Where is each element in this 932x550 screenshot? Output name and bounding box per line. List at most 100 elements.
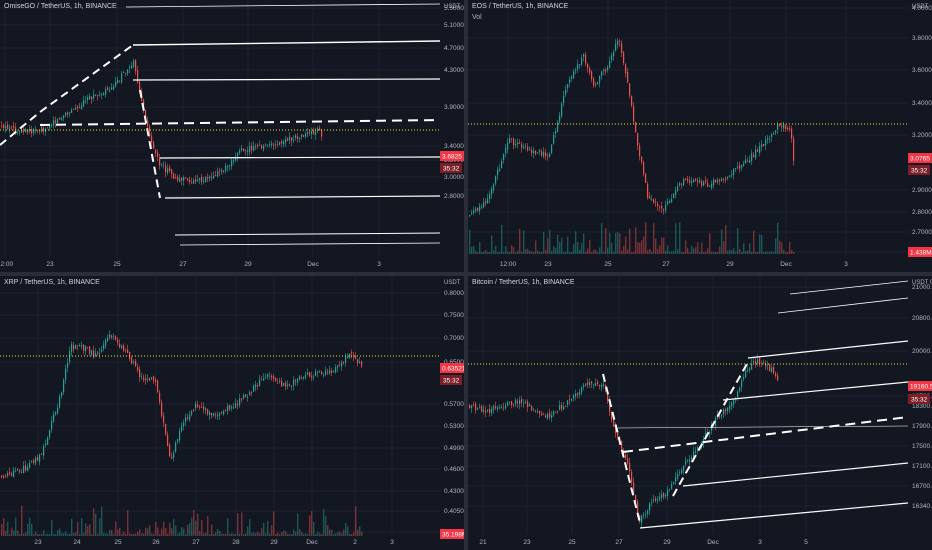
trend-line[interactable] (159, 156, 441, 159)
volume-bar (585, 251, 587, 254)
candle-body (225, 166, 227, 171)
candle-body (473, 404, 475, 406)
candle-body (607, 66, 609, 70)
candle-body (285, 139, 287, 143)
candle-body (311, 376, 313, 378)
x-tick-label: 3 (390, 539, 394, 546)
candle-body (735, 168, 737, 170)
y-tick-label: 2.9000 (912, 187, 932, 194)
candle-body (511, 138, 513, 140)
trend-line[interactable] (672, 361, 749, 497)
volume-bar (27, 523, 29, 536)
volume-bar (39, 533, 41, 536)
trend-line[interactable] (179, 242, 441, 246)
volume-bar (349, 533, 351, 536)
trend-line[interactable] (747, 340, 909, 359)
volume-bar (91, 533, 93, 536)
y-tick-label: 20800.00 (912, 315, 932, 322)
trend-line[interactable] (125, 3, 441, 8)
volume-bar (777, 222, 779, 254)
volume-bar (773, 251, 775, 254)
y-tick-label: 18300.00 (912, 403, 932, 410)
trend-line[interactable] (132, 40, 441, 46)
candle-body (317, 128, 319, 132)
trend-line[interactable] (622, 416, 909, 453)
candle-body (687, 178, 689, 181)
candle-body (247, 396, 249, 398)
trend-line[interactable] (639, 502, 909, 529)
candle-body (695, 178, 697, 181)
price-axis[interactable] (908, 0, 932, 272)
chart-panel-eos[interactable]: USDT 3.8000 3.6000 3.4000 3.2000 2.9000 2.8000… (468, 0, 932, 272)
trend-line[interactable] (0, 44, 134, 146)
volume-bar (719, 246, 721, 254)
chart-panel-btc[interactable]: USDT 021000.0020800.0020000.0018700.0018… (468, 276, 932, 550)
volume-bar (789, 242, 791, 254)
volume-bar (113, 533, 115, 536)
volume-bar (263, 522, 265, 536)
candle-body (667, 489, 669, 497)
volume-bar (573, 243, 575, 254)
candle-body (675, 190, 677, 195)
volume-bar (479, 242, 481, 254)
candle-body (223, 411, 225, 415)
volume-bar (159, 533, 161, 536)
trend-line[interactable] (777, 297, 909, 314)
candle-body (37, 130, 39, 132)
volume-indicator-label[interactable]: Vol (472, 14, 482, 21)
candle-body (727, 407, 729, 412)
volume-bar (767, 251, 769, 254)
volume-bar (689, 251, 691, 254)
trend-line[interactable] (682, 462, 909, 487)
candle-body (303, 135, 305, 137)
price-axis[interactable] (440, 276, 464, 550)
candle-body (187, 178, 189, 181)
trend-line[interactable] (132, 78, 441, 81)
price-axis[interactable] (908, 276, 932, 550)
candle-body (603, 69, 605, 72)
volume-bar (537, 250, 539, 254)
trend-line[interactable] (39, 119, 441, 126)
candle-body (31, 460, 33, 462)
volume-bar (53, 533, 55, 536)
candle-body (11, 473, 13, 476)
candle-body (649, 503, 651, 511)
trend-line[interactable] (139, 89, 161, 199)
volume-bar (281, 532, 283, 536)
price-axis[interactable] (440, 0, 464, 272)
trend-line[interactable] (617, 425, 909, 429)
candle-body (597, 381, 599, 384)
volume-bar (295, 531, 297, 536)
volume-bar (715, 251, 717, 254)
trend-line[interactable] (174, 232, 441, 236)
candle-body (281, 380, 283, 387)
candle-body (483, 409, 485, 412)
y-tick-label: 4.7000 (444, 45, 464, 52)
candle-body (559, 115, 561, 122)
candle-body (237, 403, 239, 405)
volume-bar (17, 530, 19, 536)
trend-line[interactable] (722, 381, 909, 401)
volume-bar (483, 251, 485, 254)
volume-bar (697, 242, 699, 254)
trend-line[interactable] (789, 280, 909, 295)
trend-line[interactable] (164, 195, 441, 199)
candle-body (477, 408, 479, 410)
candle-body (533, 150, 535, 154)
candle-body (763, 362, 765, 363)
volume-bar (693, 248, 695, 254)
candle-body (643, 162, 645, 175)
candle-body (341, 362, 343, 367)
panel-divider-horizontal[interactable] (0, 272, 932, 276)
chart-panel-omg[interactable]: USDT 5.5000 5.1000 4.7000 4.3000 3.9000 3.4000… (0, 0, 464, 272)
candle-body (305, 374, 307, 378)
volume-bar (277, 532, 279, 536)
volume-bar (729, 249, 731, 254)
candle-body (587, 382, 589, 385)
candle-body (23, 466, 25, 473)
volume-bar (253, 532, 255, 536)
volume-bar (625, 236, 627, 254)
candle-body (95, 94, 97, 96)
volume-bar (7, 521, 9, 536)
